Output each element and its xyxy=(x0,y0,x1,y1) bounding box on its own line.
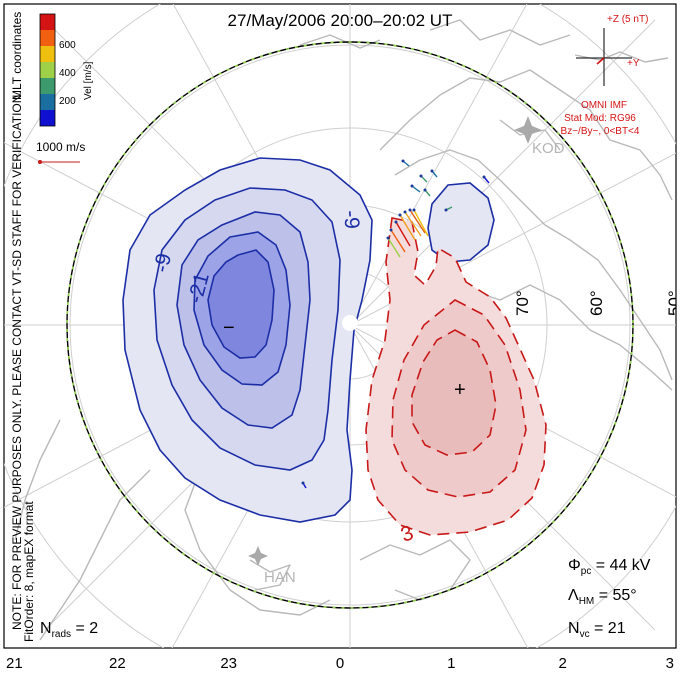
positive-convection-cell xyxy=(365,217,547,536)
imf-source: OMNI IMF xyxy=(581,100,627,111)
plot-frame xyxy=(3,3,677,649)
imf-condition: Bz−/By−, 0<BT<4 xyxy=(561,126,640,137)
contour-pos-15 xyxy=(411,329,497,456)
num-vectors: Nvc = 21 xyxy=(568,620,626,640)
lat-label-50: 50° xyxy=(665,290,680,316)
potential-maximum-marker: + xyxy=(454,379,466,401)
pole-gap xyxy=(342,315,358,331)
station-marker-kod xyxy=(514,116,542,144)
velocity-vectors xyxy=(302,160,490,489)
mlt-tick-label-3: 3 xyxy=(666,655,674,672)
mlt-tick-label-1: 1 xyxy=(447,655,455,672)
station-label-kod: KOD xyxy=(532,140,565,157)
mlt-axis: 21 22 23 0 1 2 3 xyxy=(6,655,674,672)
vector-origins xyxy=(301,159,486,485)
negative-convection-cell xyxy=(122,157,373,523)
potential-minimum-marker: − xyxy=(223,317,235,339)
contour-label-neg9-left: -9 xyxy=(150,251,176,274)
coastlines xyxy=(14,19,673,641)
imf-by-label: +Y xyxy=(627,58,640,69)
mlt-tick-label-2: 2 xyxy=(558,655,566,672)
contour-neg-27 xyxy=(207,249,275,359)
contour-label-neg9-right: -9 xyxy=(339,209,363,229)
colorbar-tick-600: 600 xyxy=(59,40,76,51)
cross-polar-cap-potential: Φpc = 44 kV xyxy=(568,557,651,577)
lat-label-60: 60° xyxy=(587,290,606,316)
mlt-tick-label-0: 0 xyxy=(336,655,344,672)
num-radars: Nrads = 2 xyxy=(40,620,98,640)
imf-clock xyxy=(576,28,632,86)
heppner-maynard-boundary xyxy=(66,41,634,609)
vector-key-label: 1000 m/s xyxy=(36,140,85,154)
stat-model: Stat Mod: RG96 xyxy=(564,113,636,124)
contour-neg-island xyxy=(427,182,495,263)
imf-bz-label: +Z (5 nT) xyxy=(607,14,648,25)
chart-title: 27/May/2006 20:00–20:02 UT xyxy=(228,11,453,30)
colorbar-tick-400: 400 xyxy=(59,68,76,79)
mlt-tick-label-21: 21 xyxy=(6,655,23,672)
station-marker-han xyxy=(248,546,268,566)
colorbar-label: Vel [m/s] xyxy=(83,61,94,100)
velocity-colorbar xyxy=(39,13,56,127)
coordinate-system-label: MLT coordinates xyxy=(10,12,24,100)
vector-key-origin xyxy=(38,160,42,164)
lat-label-70: 70° xyxy=(513,290,532,316)
station-markers xyxy=(248,116,542,566)
mlt-tick-label-22: 22 xyxy=(109,655,126,672)
mlt-tick-label-23: 23 xyxy=(220,655,237,672)
preview-note: NOTE: FOR PREVIEW PURPOSES ONLY. PLEASE … xyxy=(10,91,24,630)
heppner-maynard-latitude: ΛHM = 55° xyxy=(568,587,637,607)
colorbar-tick-200: 200 xyxy=(59,96,76,107)
station-label-han: HAN xyxy=(264,569,296,586)
fit-order-label: FitOrder: 8, mapEX format xyxy=(22,501,36,642)
